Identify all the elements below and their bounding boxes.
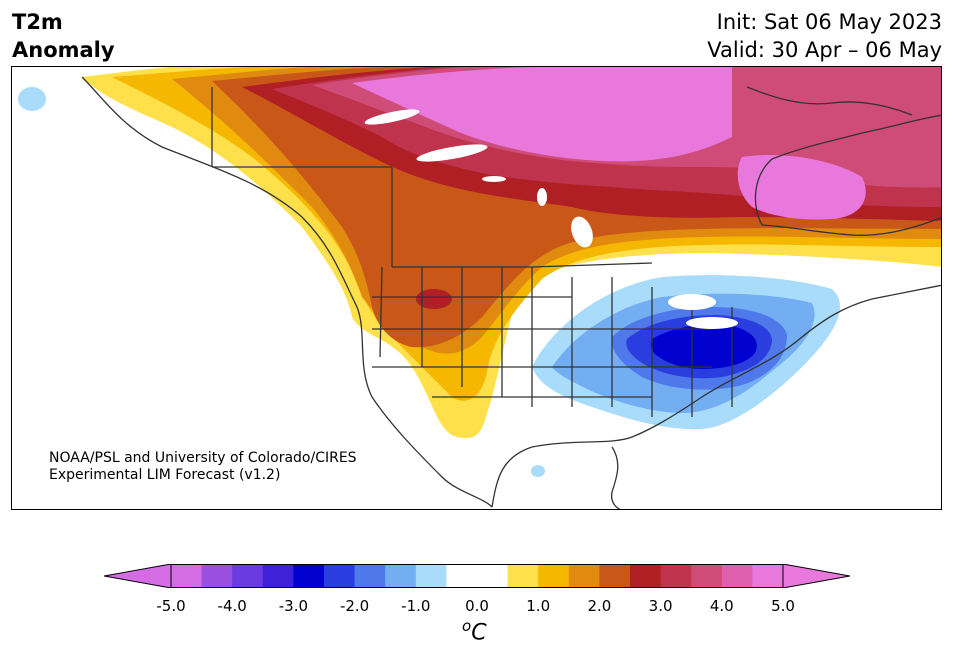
colorbar-segment: [385, 564, 417, 588]
colorbar-segment: [171, 564, 203, 588]
title-line-2: Anomaly: [12, 38, 115, 62]
cold-anomaly-2-5c: [650, 324, 757, 369]
colorbar-segment: [691, 564, 723, 588]
credit-line-1: NOAA/PSL and University of Colorado/CIRE…: [49, 450, 357, 466]
colorbar-tick-label: 0.0: [465, 597, 489, 615]
colorbar-segment: [599, 564, 631, 588]
colorbar-segment: [721, 564, 753, 588]
colorbar-segment: [752, 564, 784, 588]
colorbar-tick-label: 1.0: [526, 597, 551, 615]
colorbar-tick-label: -3.0: [278, 597, 309, 615]
unit-degree: o: [462, 617, 472, 635]
colorbar-segment: [477, 564, 509, 588]
colorbar-outline: [170, 564, 784, 588]
colorbar-under-triangle: [104, 564, 172, 588]
warm-anomaly-5c: [352, 67, 732, 162]
warm-anomaly-5c-east: [737, 155, 866, 220]
colorbar-tick-label: 2.0: [587, 597, 612, 615]
colorbar-segment: [415, 564, 447, 588]
colorbar: [104, 564, 850, 588]
colorbar-over-triangle: [782, 564, 850, 588]
colorbar-ticks: -5.0 -4.0 -3.0 -2.0 -1.0 0.0 1.0 2.0 3.0 4.0 5.0: [0, 597, 953, 617]
map-title: T2m Anomaly: [12, 8, 115, 64]
colorbar-segment: [232, 564, 264, 588]
colorbar-tick-label: 5.0: [771, 597, 795, 615]
cold-anomaly-northwest: [18, 87, 46, 111]
init-date: Init: Sat 06 May 2023: [716, 10, 942, 34]
forecast-dates: Init: Sat 06 May 2023 Valid: 30 Apr – 06…: [707, 8, 942, 64]
colorbar-segment: [568, 564, 600, 588]
cold-anomaly-small: [531, 465, 545, 477]
unit-label: oC: [462, 617, 487, 645]
credit-line-2: Experimental LIM Forecast (v1.2): [49, 467, 281, 483]
anomaly-map: [11, 66, 942, 510]
forecast-credit: NOAA/PSL and University of Colorado/CIRE…: [49, 450, 357, 484]
coastline-and-borders: [81, 76, 941, 509]
valid-range: Valid: 30 Apr – 06 May: [707, 38, 942, 62]
colorbar-segment: [446, 564, 478, 588]
colorbar-tick-label: -1.0: [401, 597, 431, 615]
colorbar-segment: [262, 564, 294, 588]
colorbar-segment: [507, 564, 539, 588]
colorbar-segment: [660, 564, 692, 588]
unit-celsius: C: [471, 620, 487, 646]
colorbar-segment: [324, 564, 356, 588]
map-canvas: [12, 67, 941, 509]
colorbar-segment: [630, 564, 662, 588]
colorbar-tick-label: -4.0: [217, 597, 247, 615]
colorbar-segment: [538, 564, 570, 588]
colorbar-segment: [293, 564, 325, 588]
warm-anomaly-3c-west: [416, 289, 452, 309]
colorbar-segment: [354, 564, 386, 588]
lakes: [364, 109, 738, 329]
colorbar-segment: [201, 564, 233, 588]
title-line-1: T2m: [12, 10, 63, 34]
colorbar-tick-label: -5.0: [156, 597, 186, 615]
colorbar-tick-label: 4.0: [709, 597, 734, 615]
colorbar-tick-label: 3.0: [648, 597, 673, 615]
colorbar-tick-label: -2.0: [339, 597, 370, 615]
